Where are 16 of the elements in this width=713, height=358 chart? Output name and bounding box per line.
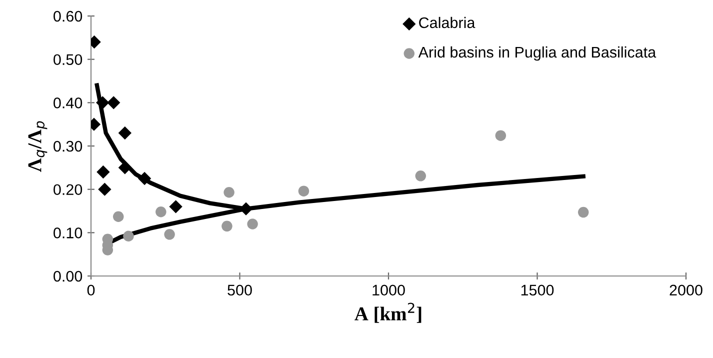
y-tick-label: 0.40: [54, 98, 82, 108]
y-tick-label: 0.50: [54, 54, 82, 66]
x-axis-title: A [km$^{2}$]: [354, 302, 422, 323]
x-tick-label: 2000: [670, 284, 702, 296]
x-tick-label: 0: [87, 284, 95, 296]
y-tick-label: 0.10: [54, 228, 82, 238]
y-tick-label: 0.60: [54, 10, 82, 22]
y-tick-label: 0.20: [54, 184, 82, 196]
x-tick-label: 1000: [372, 284, 405, 296]
y-tick-label: 0.00: [54, 270, 82, 282]
x-tick-label: 1500: [521, 284, 554, 296]
x-tick-label: 500: [228, 284, 252, 296]
y-axis-title: Λ$_{q}$/Λ$_{p}$: [28, 121, 48, 172]
y-tick-label: 0.30: [54, 140, 82, 152]
legend-label: Calabria: [419, 16, 476, 28]
legend-label: Arid basins in Puglia and Basilicata: [418, 46, 656, 61]
